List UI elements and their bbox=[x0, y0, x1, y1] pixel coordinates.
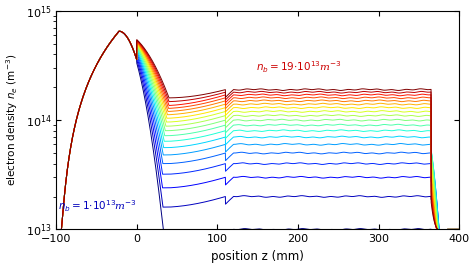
Y-axis label: electron density $n_e$ (m$^{-3}$): electron density $n_e$ (m$^{-3}$) bbox=[4, 54, 20, 186]
X-axis label: position z (mm): position z (mm) bbox=[211, 250, 304, 263]
Text: $n_b = 1{\cdot}10^{13}$m$^{-3}$: $n_b = 1{\cdot}10^{13}$m$^{-3}$ bbox=[58, 198, 137, 214]
Text: $n_b = 19{\cdot}10^{13}$m$^{-3}$: $n_b = 19{\cdot}10^{13}$m$^{-3}$ bbox=[256, 59, 342, 75]
